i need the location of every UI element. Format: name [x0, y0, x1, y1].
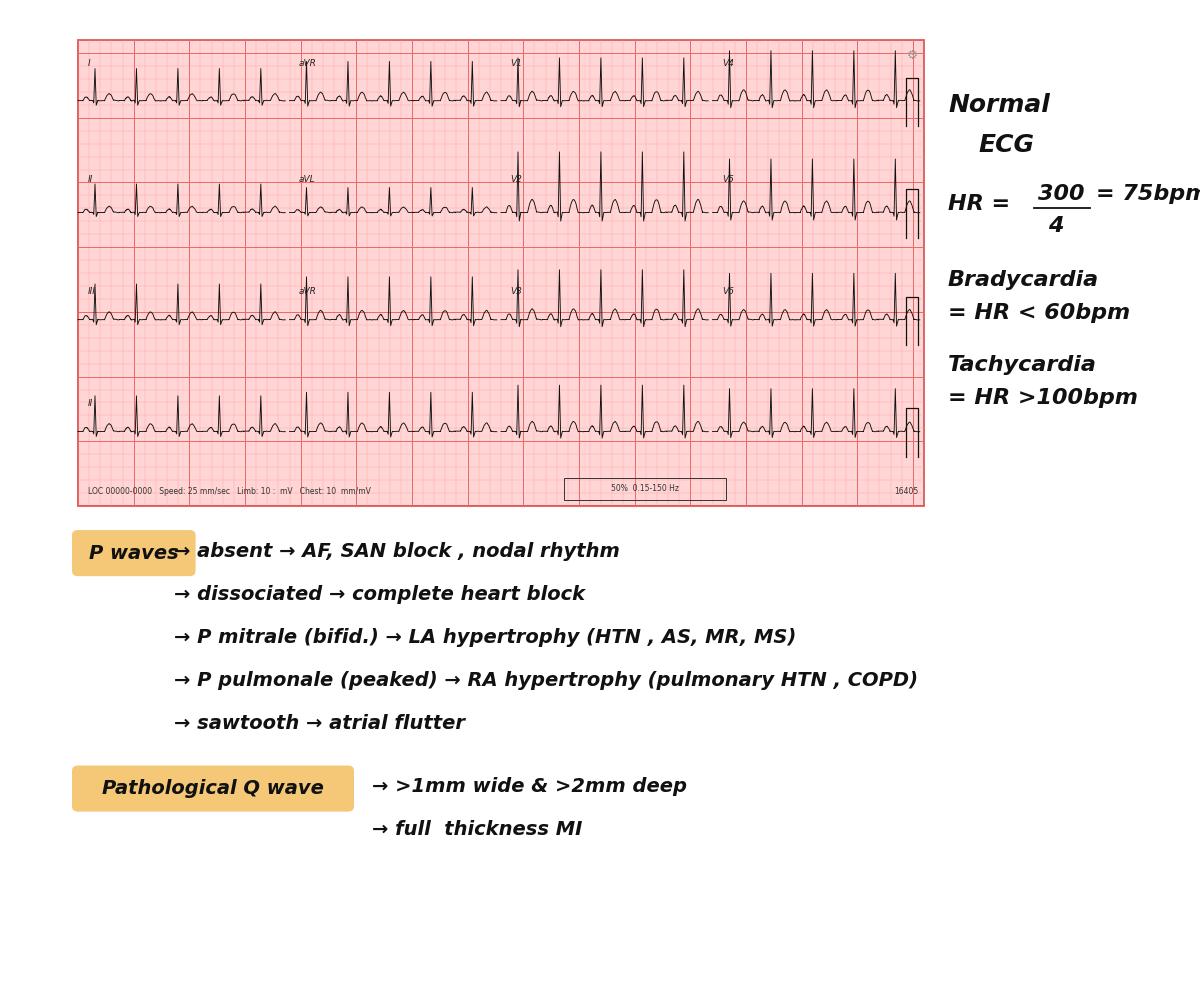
Text: 50%  0.15-150 Hz: 50% 0.15-150 Hz: [612, 485, 679, 493]
Text: → full  thickness MI: → full thickness MI: [372, 821, 582, 839]
Text: → P mitrale (bifid.) → LA hypertrophy (HTN , AS, MR, MS): → P mitrale (bifid.) → LA hypertrophy (H…: [174, 628, 797, 646]
Text: 4: 4: [1049, 216, 1063, 236]
Text: → absent → AF, SAN block , nodal rhythm: → absent → AF, SAN block , nodal rhythm: [174, 542, 620, 560]
Text: = 75bpm: = 75bpm: [1096, 184, 1200, 204]
Text: V1: V1: [511, 59, 522, 68]
Text: = HR >100bpm: = HR >100bpm: [948, 388, 1138, 408]
Text: V5: V5: [722, 175, 734, 184]
Text: Pathological Q wave: Pathological Q wave: [102, 780, 324, 798]
Text: ⚙: ⚙: [906, 49, 918, 61]
Text: 16405: 16405: [894, 487, 918, 496]
Text: I: I: [88, 59, 90, 68]
Text: Tachycardia: Tachycardia: [948, 355, 1097, 375]
FancyBboxPatch shape: [72, 766, 354, 812]
Text: → >1mm wide & >2mm deep: → >1mm wide & >2mm deep: [372, 778, 686, 796]
Text: → dissociated → complete heart block: → dissociated → complete heart block: [174, 585, 586, 603]
Text: → sawtooth → atrial flutter: → sawtooth → atrial flutter: [174, 714, 466, 732]
Text: Bradycardia: Bradycardia: [948, 270, 1099, 290]
FancyBboxPatch shape: [72, 530, 196, 576]
Text: II: II: [88, 175, 92, 184]
Text: P waves: P waves: [89, 544, 179, 562]
Text: V2: V2: [511, 175, 522, 184]
Text: LOC 00000-0000   Speed: 25 mm/sec   Limb: 10 :  mV   Chest: 10  mm/mV: LOC 00000-0000 Speed: 25 mm/sec Limb: 10…: [88, 487, 371, 496]
Text: HR =: HR =: [948, 194, 1010, 214]
Text: aVR: aVR: [299, 287, 317, 296]
Text: V6: V6: [722, 287, 734, 296]
Text: Normal: Normal: [948, 93, 1050, 117]
Text: aVL: aVL: [299, 175, 316, 184]
Text: ECG: ECG: [978, 133, 1034, 157]
Text: 300: 300: [1038, 184, 1085, 204]
Bar: [78, 40, 924, 506]
Text: V4: V4: [722, 59, 734, 68]
Text: → P pulmonale (peaked) → RA hypertrophy (pulmonary HTN , COPD): → P pulmonale (peaked) → RA hypertrophy …: [174, 671, 918, 689]
Text: III: III: [88, 287, 96, 296]
Text: II: II: [88, 399, 92, 408]
Bar: [564, 478, 726, 500]
Text: aVR: aVR: [299, 59, 317, 68]
Text: V3: V3: [511, 287, 522, 296]
Text: = HR < 60bpm: = HR < 60bpm: [948, 303, 1130, 323]
